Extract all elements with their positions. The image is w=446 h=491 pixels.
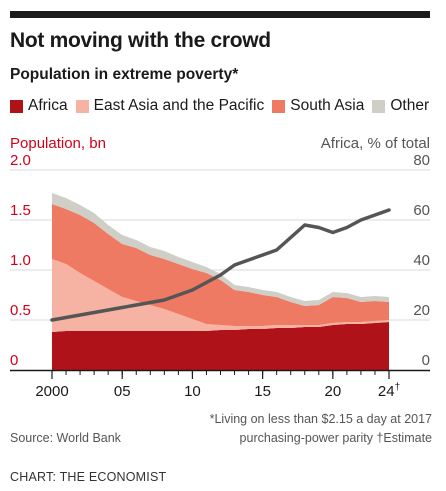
chart-subtitle: Population in extreme poverty*	[10, 66, 239, 83]
stacked-areas	[52, 193, 389, 370]
x-tick-label: 15	[254, 383, 271, 400]
axis-ticks: 2.0 1.5 1.0 0.5 0 80 60 40 20 0	[10, 152, 430, 369]
chart-svg: Population, bn Africa, % of total 2.0 1.5…	[10, 135, 430, 400]
right-tick-label: 0	[422, 352, 430, 369]
left-tick-label: 1.0	[10, 252, 31, 269]
legend-swatch-africa	[10, 99, 23, 113]
source-note: Source: World Bank	[10, 431, 121, 445]
right-axis-title: Africa, % of total	[321, 135, 430, 152]
left-tick-label: 0	[10, 352, 18, 369]
area-south-asia	[52, 204, 389, 326]
right-tick-label: 60	[413, 202, 430, 219]
legend-item-east-asia: East Asia and the Pacific	[75, 97, 265, 115]
legend-label-east-asia: East Asia and the Pacific	[93, 97, 265, 114]
left-tick-label: 1.5	[10, 202, 31, 219]
header-rule	[10, 11, 430, 18]
chart-legend: Africa East Asia and the Pacific South A…	[10, 97, 429, 115]
legend-item-other: Other	[372, 97, 429, 115]
footnote-line-2: purchasing-power parity †Estimate	[239, 431, 432, 445]
x-axis: 2000 05 10 15 20 24†	[10, 369, 430, 400]
right-tick-label: 40	[413, 252, 430, 269]
chart-title: Not moving with the crowd	[10, 29, 271, 52]
x-tick-label: 10	[184, 383, 201, 400]
right-tick-label: 80	[413, 152, 430, 169]
area-east-asia-and-the-pacific	[52, 259, 389, 332]
left-axis-title: Population, bn	[10, 135, 106, 152]
x-tick-label: 20	[324, 383, 341, 400]
legend-label-other: Other	[390, 97, 430, 114]
footnote: *Living on less than $2.15 a day at 2017…	[210, 410, 432, 448]
africa-share-line	[50, 208, 391, 322]
legend-label-africa: Africa	[28, 97, 68, 114]
africa-share-line-group	[50, 208, 391, 322]
left-tick-label: 0.5	[10, 302, 31, 319]
legend-swatch-south-asia	[272, 99, 286, 113]
legend-item-africa: Africa	[10, 97, 68, 115]
x-tick-label: 24†	[378, 382, 400, 400]
legend-item-south-asia: South Asia	[272, 97, 364, 115]
chart-credit: CHART: THE ECONOMIST	[10, 470, 167, 484]
left-tick-label: 2.0	[10, 152, 31, 169]
area-africa	[52, 322, 389, 370]
footnote-line-1: *Living on less than $2.15 a day at 2017	[209, 412, 432, 426]
legend-swatch-east-asia	[75, 99, 89, 113]
right-tick-label: 20	[413, 302, 430, 319]
x-tick-label: 2000	[35, 383, 68, 400]
legend-label-south-asia: South Asia	[290, 97, 365, 114]
x-tick-label: 05	[114, 383, 131, 400]
legend-swatch-other	[372, 99, 386, 113]
x-tick-marker: †	[395, 382, 401, 393]
